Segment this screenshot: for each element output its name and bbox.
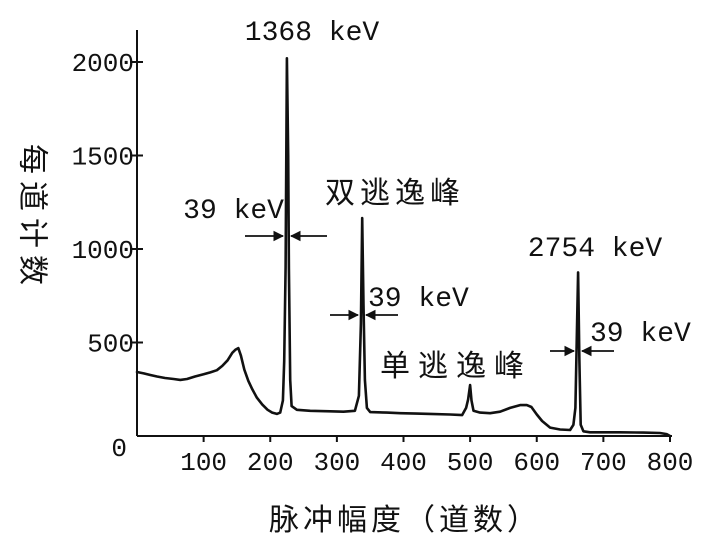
x-tick-label: 300 [313,448,360,478]
x-tick-label: 800 [647,448,694,478]
x-tick-label: 100 [180,448,227,478]
fwhm-label-1368kev: 39 keV [183,196,284,227]
y-tick-label: 1000 [72,236,134,266]
peak-label-1368kev: 1368 keV [245,18,380,49]
x-tick-label: 400 [380,448,427,478]
fwhm-label-double-escape: 39 keV [368,284,469,315]
y-tick-label: 1500 [72,143,134,173]
y-axis-label: 每道计数 [15,144,50,292]
y-tick-label: 2000 [72,49,134,79]
y-tick-label: 500 [87,330,134,360]
spectrum-line [135,57,672,438]
x-axis-label: 脉冲幅度（道数） [269,503,541,538]
fwhm-label-2754kev: 39 keV [590,319,691,350]
x-tick-label: 500 [447,448,494,478]
peak-annotations: 1368 keV 39 keV 双逃逸峰 39 keV 单逃逸峰 2754 ke… [183,18,691,384]
double-escape-peak-label: 双逃逸峰 [325,176,465,211]
x-tick-label: 600 [513,448,560,478]
x-axis-ticks: 100 200 300 400 500 600 700 800 [180,436,693,478]
y-tick-label: 0 [111,434,127,464]
x-tick-label: 700 [580,448,627,478]
peak-label-2754kev: 2754 keV [528,234,663,265]
y-axis-ticks: 0 500 1000 1500 2000 [72,49,143,464]
x-tick-label: 200 [247,448,294,478]
single-escape-peak-label: 单逃逸峰 [380,349,532,384]
